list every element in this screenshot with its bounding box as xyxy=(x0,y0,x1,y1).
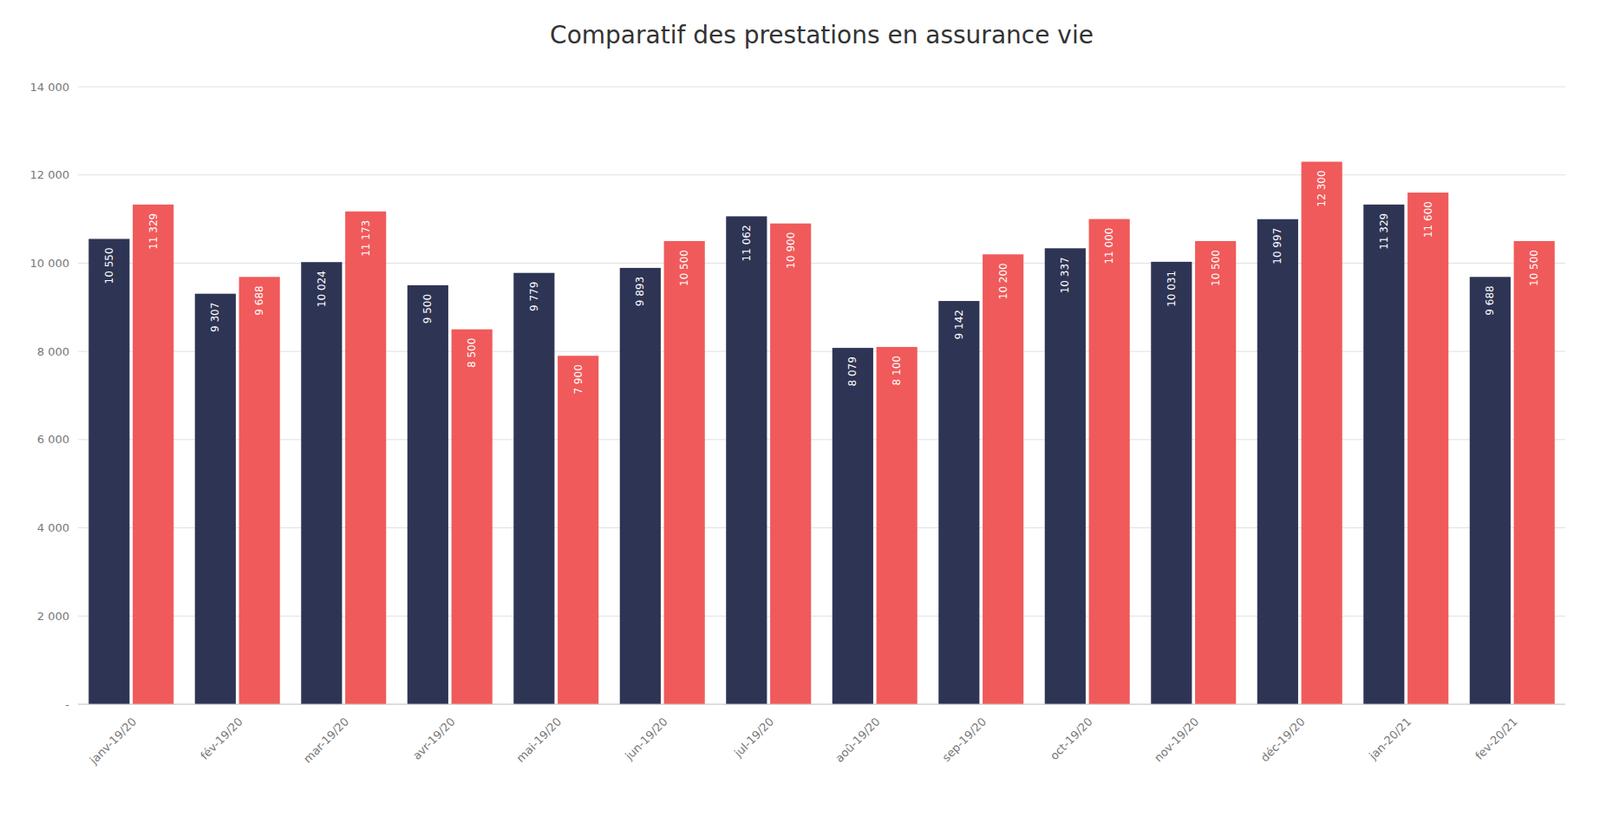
bar xyxy=(876,346,918,705)
bar xyxy=(1150,261,1192,705)
data-label: 7 900 xyxy=(572,364,585,394)
data-label: 10 031 xyxy=(1165,270,1178,307)
grid-line xyxy=(78,86,1566,88)
data-label: 10 500 xyxy=(1528,249,1541,287)
data-label: 9 142 xyxy=(953,309,966,340)
y-tick-label: 4 000 xyxy=(37,521,70,535)
bar xyxy=(832,347,874,705)
data-label: 11 000 xyxy=(1103,228,1116,265)
bar xyxy=(664,241,706,705)
bar xyxy=(1469,276,1511,705)
bar xyxy=(1407,192,1449,705)
grid-line xyxy=(78,704,1566,706)
bar xyxy=(1301,161,1343,705)
bar xyxy=(345,211,386,705)
data-label: 10 900 xyxy=(784,232,797,269)
data-label: 9 688 xyxy=(253,285,266,315)
bar xyxy=(1195,241,1236,705)
bar xyxy=(1044,248,1086,705)
x-tick-label: fev-20/21 xyxy=(1472,714,1521,763)
x-tick-label: fév-19/20 xyxy=(197,714,246,763)
bar xyxy=(195,293,236,705)
x-axis-line xyxy=(78,704,1566,706)
bar xyxy=(1514,241,1555,705)
data-label: 11 329 xyxy=(147,213,160,250)
data-label: 10 500 xyxy=(1209,249,1222,287)
y-tick-label: - xyxy=(65,698,70,712)
data-label: 9 688 xyxy=(1483,285,1496,315)
x-tick-label: janv-19/20 xyxy=(86,714,139,767)
x-tick-label: déc-19/20 xyxy=(1258,714,1308,765)
x-tick-label: mai-19/20 xyxy=(514,714,565,765)
x-tick-label: oct-19/20 xyxy=(1047,714,1096,763)
data-label: 8 500 xyxy=(465,338,478,368)
data-label: 11 329 xyxy=(1377,213,1391,250)
bar xyxy=(451,329,493,705)
x-tick-label: mar-19/20 xyxy=(300,714,352,765)
bar xyxy=(300,261,342,705)
bar xyxy=(938,300,980,705)
data-label: 8 079 xyxy=(846,356,859,386)
bar xyxy=(770,223,811,705)
bar xyxy=(407,285,449,705)
data-label: 8 100 xyxy=(890,355,903,386)
bar xyxy=(620,267,661,705)
data-label: 10 337 xyxy=(1058,256,1072,294)
bar xyxy=(239,276,281,705)
data-label: 10 500 xyxy=(678,249,691,287)
x-tick-label: jun-19/20 xyxy=(621,714,670,763)
data-label: 10 550 xyxy=(103,247,116,284)
data-label: 11 600 xyxy=(1422,201,1435,238)
data-label: 9 893 xyxy=(633,276,647,307)
bar xyxy=(725,215,767,705)
data-label: 10 997 xyxy=(1271,228,1284,265)
title: Comparatif des prestations en assurance … xyxy=(549,20,1094,50)
x-tick-label: jul-19/20 xyxy=(731,714,777,760)
data-label: 10 024 xyxy=(315,270,328,307)
data-label: 9 500 xyxy=(421,293,434,324)
bar xyxy=(557,355,599,705)
bar xyxy=(1257,219,1299,705)
bar xyxy=(982,254,1024,705)
y-tick-label: 14 000 xyxy=(30,80,71,94)
data-label: 10 200 xyxy=(997,262,1010,300)
data-labels: 10 550 9 307 10 024 9 500 9 779 9 893 11 062 8 … xyxy=(103,169,1541,394)
x-tick-label: avr-19/20 xyxy=(410,714,458,763)
data-label: 12 300 xyxy=(1315,169,1328,207)
bars xyxy=(88,161,1555,705)
y-tick-label: 12 000 xyxy=(30,168,71,182)
y-tick-label: 10 000 xyxy=(30,256,71,270)
y-tick-label: 8 000 xyxy=(37,345,70,359)
bar xyxy=(513,273,555,705)
chart: Comparatif des prestations en assurance … xyxy=(0,0,1600,817)
data-label: 11 173 xyxy=(359,220,373,257)
x-tick-label: jan-20/21 xyxy=(1365,714,1414,763)
x-tick-label: aoû-19/20 xyxy=(832,714,883,765)
y-tick-label: 2 000 xyxy=(37,609,70,623)
y-tick-label: 6 000 xyxy=(37,432,70,446)
bar xyxy=(88,238,130,705)
x-tick-label: sep-19/20 xyxy=(939,714,989,765)
data-label: 9 779 xyxy=(528,281,541,312)
bar xyxy=(1089,219,1130,705)
data-label: 11 062 xyxy=(740,224,753,262)
x-tick-label: nov-19/20 xyxy=(1151,714,1202,765)
bar xyxy=(1363,204,1405,705)
bar xyxy=(132,204,174,705)
grid xyxy=(78,86,1566,705)
data-label: 9 307 xyxy=(208,302,222,333)
